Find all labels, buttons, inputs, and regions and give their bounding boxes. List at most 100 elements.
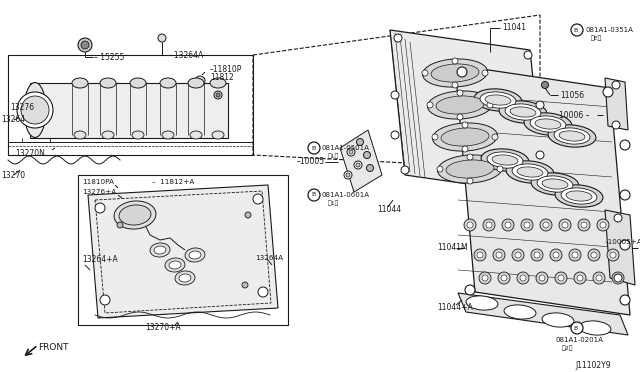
Ellipse shape: [114, 201, 156, 229]
Circle shape: [612, 81, 620, 89]
Ellipse shape: [548, 125, 596, 147]
Text: 11056: 11056: [560, 90, 584, 99]
Ellipse shape: [530, 116, 566, 132]
Circle shape: [614, 214, 622, 222]
Circle shape: [498, 272, 510, 284]
Circle shape: [214, 91, 222, 99]
Ellipse shape: [190, 131, 202, 139]
Circle shape: [536, 272, 548, 284]
Ellipse shape: [438, 155, 502, 183]
Ellipse shape: [524, 113, 572, 135]
Circle shape: [245, 212, 251, 218]
Circle shape: [541, 81, 548, 89]
Ellipse shape: [579, 321, 611, 335]
Circle shape: [457, 90, 463, 96]
Circle shape: [571, 322, 583, 334]
Text: – 15255: – 15255: [94, 52, 124, 61]
Ellipse shape: [165, 258, 185, 272]
Circle shape: [569, 249, 581, 261]
Ellipse shape: [487, 152, 523, 168]
Circle shape: [462, 146, 468, 152]
Ellipse shape: [132, 131, 144, 139]
Ellipse shape: [505, 104, 541, 120]
Bar: [78, 175, 288, 325]
Text: 11041M: 11041M: [437, 244, 468, 253]
Text: 〈E〉: 〈E〉: [591, 35, 602, 41]
Ellipse shape: [175, 271, 195, 285]
Text: 13276+A: 13276+A: [82, 189, 116, 195]
Ellipse shape: [150, 243, 170, 257]
Circle shape: [253, 194, 263, 204]
Circle shape: [364, 151, 371, 158]
Ellipse shape: [485, 95, 511, 105]
Ellipse shape: [102, 131, 114, 139]
Ellipse shape: [554, 128, 590, 144]
Circle shape: [467, 154, 473, 160]
Circle shape: [195, 76, 205, 86]
Circle shape: [356, 138, 364, 145]
Circle shape: [615, 275, 621, 281]
Circle shape: [391, 131, 399, 139]
Ellipse shape: [169, 261, 181, 269]
Ellipse shape: [188, 78, 204, 88]
Text: B: B: [311, 145, 315, 151]
Circle shape: [588, 249, 600, 261]
Circle shape: [600, 222, 606, 228]
Circle shape: [497, 166, 503, 172]
Circle shape: [501, 275, 507, 281]
Circle shape: [540, 219, 552, 231]
Ellipse shape: [160, 78, 176, 88]
Circle shape: [559, 219, 571, 231]
Ellipse shape: [555, 185, 603, 207]
Circle shape: [572, 252, 578, 258]
Circle shape: [81, 41, 89, 49]
Polygon shape: [340, 130, 382, 192]
Text: （2）: （2）: [562, 345, 573, 351]
Circle shape: [610, 252, 616, 258]
Text: 13270+A: 13270+A: [145, 324, 180, 333]
Text: 081A1-0501A: 081A1-0501A: [322, 145, 370, 151]
Circle shape: [574, 272, 586, 284]
Text: 11044+A: 11044+A: [437, 304, 473, 312]
Circle shape: [308, 142, 320, 154]
Ellipse shape: [422, 59, 488, 87]
Circle shape: [536, 151, 544, 159]
Circle shape: [467, 178, 473, 184]
Circle shape: [344, 171, 352, 179]
Circle shape: [422, 70, 428, 76]
Circle shape: [158, 34, 166, 42]
Ellipse shape: [162, 131, 174, 139]
Ellipse shape: [542, 313, 574, 327]
Circle shape: [581, 222, 587, 228]
Circle shape: [467, 222, 473, 228]
Circle shape: [117, 222, 123, 228]
Text: 081A1-0351A: 081A1-0351A: [585, 27, 633, 33]
Circle shape: [347, 148, 355, 156]
Text: 11044: 11044: [377, 205, 401, 215]
Ellipse shape: [566, 191, 592, 201]
Ellipse shape: [433, 123, 497, 151]
Text: 13276: 13276: [10, 103, 34, 112]
Ellipse shape: [189, 251, 201, 259]
Polygon shape: [605, 210, 635, 285]
Ellipse shape: [531, 173, 579, 195]
Ellipse shape: [480, 92, 516, 108]
Text: –11810P: –11810P: [210, 65, 243, 74]
Ellipse shape: [428, 91, 492, 119]
Circle shape: [558, 275, 564, 281]
Circle shape: [437, 166, 443, 172]
Circle shape: [515, 252, 521, 258]
Circle shape: [95, 203, 105, 213]
Text: –10005: –10005: [297, 157, 325, 167]
Polygon shape: [605, 78, 628, 130]
Text: B: B: [574, 28, 578, 32]
Ellipse shape: [441, 128, 489, 146]
Circle shape: [394, 34, 402, 42]
Circle shape: [391, 91, 399, 99]
Ellipse shape: [492, 155, 518, 165]
Circle shape: [620, 295, 630, 305]
Circle shape: [521, 219, 533, 231]
Ellipse shape: [446, 160, 494, 178]
Text: 11812: 11812: [210, 74, 234, 83]
Text: 13264+A: 13264+A: [82, 256, 118, 264]
